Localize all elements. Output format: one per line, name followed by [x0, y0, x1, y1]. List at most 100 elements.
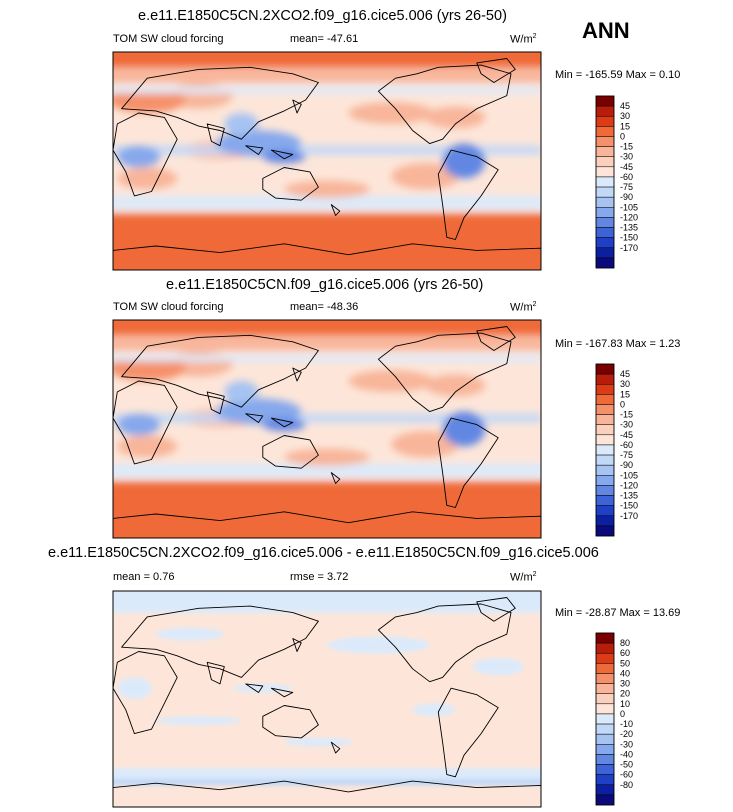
colorbar-cell [595, 227, 615, 238]
colorbar-tick-label: 0 [620, 709, 625, 719]
colorbar-cell [595, 373, 615, 385]
season-label: ANN [582, 18, 630, 43]
colorbar-cell [595, 247, 615, 259]
colorbar-cell [595, 414, 615, 425]
colorbar-tick-label: 50 [620, 658, 630, 668]
panel1-units-base: W/m [510, 33, 533, 46]
colorbar-cell [595, 404, 615, 415]
panel2-minmax: Min = -167.83 Max = 1.23 [555, 338, 681, 350]
panel3-units-base: W/m [510, 571, 533, 584]
colorbar-tick-label: 30 [620, 679, 630, 689]
colorbar-cell [595, 495, 615, 506]
colorbar-tick-label: -135 [620, 491, 638, 501]
colorbar-cell [595, 673, 615, 684]
colorbar-tick-label: -120 [620, 212, 638, 222]
map-frame [112, 319, 542, 539]
panel2-units-sup: 2 [532, 301, 537, 308]
coastlines [113, 58, 541, 270]
colorbar-cell [595, 434, 615, 446]
colorbar-tick-label: -150 [620, 233, 638, 243]
colorbar-cell [595, 754, 615, 765]
colorbar-tick-label: -10 [620, 719, 633, 729]
colorbar-tick-label: -90 [620, 192, 633, 202]
colorbar-tick-label: 40 [620, 668, 630, 678]
colorbar-cell [595, 784, 615, 796]
panel1-units-sup: 2 [532, 33, 537, 40]
colorbar-2: 4530150-15-30-45-60-75-90-105-120-135-15… [595, 363, 638, 537]
panel2-title: e.e11.E1850C5CN.f09_g16.cice5.006 (yrs 2… [166, 277, 484, 293]
colorbar-tick-label: -105 [620, 202, 638, 212]
colorbar-tick-label: 20 [620, 689, 630, 699]
colorbar-tick-label: -15 [620, 410, 633, 420]
panel2-units: W/m2 [510, 301, 537, 314]
colorbar-cell [595, 136, 615, 147]
colorbar-tick-label: 15 [620, 121, 630, 131]
colorbar-cell [595, 515, 615, 527]
colorbar-tick-label: -30 [620, 152, 633, 162]
colorbar-frame [595, 363, 615, 537]
panel2-mean: mean= -48.36 [290, 301, 359, 313]
colorbar-tick-label: 45 [620, 369, 630, 379]
colorbar-cell [595, 723, 615, 735]
colorbar-cell [595, 115, 615, 127]
colorbar-tick-label: -30 [620, 739, 633, 749]
colorbar-tick-label: -75 [620, 182, 633, 192]
colorbar-cell [595, 505, 615, 517]
colorbar-tick-label: -30 [620, 420, 633, 430]
colorbar-cell [595, 652, 615, 664]
colorbar-cell [595, 454, 615, 466]
colorbar-tick-label: 0 [620, 131, 625, 141]
colorbar-cell [595, 186, 615, 198]
colorbar-cell [595, 703, 615, 715]
colorbar-cell [595, 525, 615, 537]
colorbar-tick-label: -170 [620, 511, 638, 521]
colorbar-cell [595, 363, 615, 375]
colorbar-cell [595, 464, 615, 476]
colorbar-tick-label: 10 [620, 699, 630, 709]
colorbar-cell [595, 713, 615, 725]
colorbar-cell [595, 632, 615, 644]
colorbar-tick-label: -20 [620, 729, 633, 739]
panel2-variable-label: TOM SW cloud forcing [113, 301, 224, 313]
colorbar-cell [595, 383, 615, 395]
colorbar-tick-label: -60 [620, 770, 633, 780]
colorbar-cell [595, 166, 615, 178]
colorbar-cell [595, 794, 615, 806]
panel1-units: W/m2 [510, 33, 537, 46]
colorbar-cell [595, 196, 615, 208]
colorbar-cell [595, 693, 615, 705]
colorbar-tick-label: 80 [620, 638, 630, 648]
colorbar-tick-label: -60 [620, 440, 633, 450]
coastlines [113, 597, 541, 807]
colorbar-cell [595, 176, 615, 188]
colorbar-cell [595, 424, 615, 436]
colorbar-cell [595, 733, 615, 745]
colorbar-tick-label: -105 [620, 470, 638, 480]
colorbar-cell [595, 237, 615, 249]
colorbar-cell [595, 146, 615, 157]
colorbar-cell [595, 207, 615, 218]
panel3-units-sup: 2 [532, 571, 537, 578]
panel2-units-base: W/m [510, 301, 533, 314]
colorbar-cell [595, 444, 615, 456]
colorbar-tick-label: -90 [620, 460, 633, 470]
colorbar-tick-label: -15 [620, 142, 633, 152]
colorbar-frame [595, 632, 615, 806]
colorbar-cell [595, 217, 615, 228]
colorbar-1: 4530150-15-30-45-60-75-90-105-120-135-15… [595, 95, 638, 269]
colorbar-tick-label: -40 [620, 749, 633, 759]
colorbar-cell [595, 95, 615, 107]
map-field [113, 52, 541, 270]
panel1-variable-label: TOM SW cloud forcing [113, 33, 224, 45]
map-frame [112, 51, 542, 271]
colorbar-cell [595, 475, 615, 486]
panel3-mean: mean = 0.76 [113, 571, 175, 583]
colorbar-tick-label: -120 [620, 480, 638, 490]
colorbar-tick-label: -60 [620, 172, 633, 182]
colorbar-cell [595, 642, 615, 654]
colorbar-tick-label: 30 [620, 379, 630, 389]
colorbar-tick-label: -75 [620, 450, 633, 460]
map-panel-1 [113, 52, 541, 270]
